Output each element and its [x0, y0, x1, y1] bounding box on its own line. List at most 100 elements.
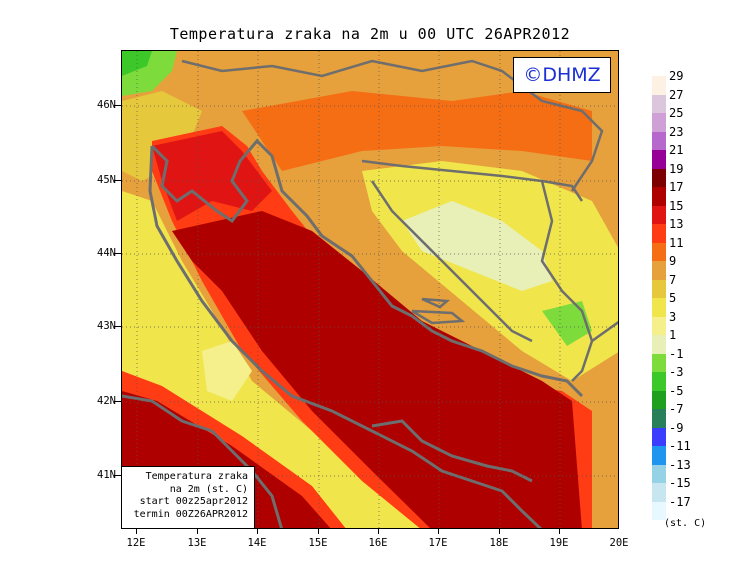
legend-swatch	[652, 205, 666, 224]
croatia-north-border	[361, 159, 584, 202]
legend-value: 25	[669, 106, 684, 120]
legend-value: -9	[669, 420, 684, 435]
legend-swatch	[652, 279, 666, 298]
temperature-map: ©DHMZ Temperatura zraka na 2m (st. C) st…	[121, 50, 619, 529]
legend-value: 29	[669, 69, 684, 83]
color-legend	[652, 76, 666, 520]
lat-tick	[114, 105, 121, 106]
northern-border	[181, 59, 604, 192]
info-box: Temperatura zraka na 2m (st. C) start 00…	[122, 466, 255, 528]
lon-tick	[438, 529, 439, 534]
legend-swatch	[652, 483, 666, 502]
legend-swatch	[652, 427, 666, 446]
lon-label: 13E	[187, 537, 207, 549]
gargano-coastline	[371, 419, 533, 483]
legend-swatch	[652, 298, 666, 317]
lat-tick	[114, 326, 121, 327]
legend-swatch	[652, 335, 666, 354]
cool-zone-apennines	[202, 341, 252, 401]
lon-label: 19E	[549, 537, 569, 549]
legend-swatch	[652, 150, 666, 169]
island-korcula	[411, 309, 466, 325]
map-canvas	[122, 51, 618, 528]
legend-value: 27	[669, 87, 684, 102]
legend-value: 13	[669, 217, 684, 231]
legend-value: 3	[669, 309, 677, 324]
adriatic-coastline-east	[150, 138, 584, 398]
lon-label: 14E	[247, 537, 267, 549]
bosnia-west-border	[370, 180, 533, 343]
cool-zone-bosnia	[402, 201, 552, 291]
legend-value: -3	[669, 365, 684, 379]
legend-value: 9	[669, 254, 677, 268]
legend-value: -15	[669, 476, 691, 490]
legend-value: 1	[669, 328, 677, 342]
lon-tick	[136, 529, 137, 534]
legend-value: 19	[669, 161, 684, 176]
lon-tick	[197, 529, 198, 534]
lon-label: 17E	[428, 537, 448, 549]
legend-swatch	[652, 390, 666, 409]
lon-label: 18E	[489, 537, 509, 549]
info-line: termin 00Z26APR2012	[133, 508, 248, 520]
lat-tick	[114, 401, 121, 402]
legend-value: -1	[669, 346, 684, 361]
legend-value: -13	[669, 457, 691, 472]
legend-value: 23	[669, 124, 684, 139]
legend-unit: (st. C)	[664, 518, 707, 529]
legend-swatch	[652, 187, 666, 206]
lon-label: 12E	[126, 537, 146, 549]
info-line: na 2m (st. C)	[169, 483, 248, 495]
tyrrhenian-coastline	[122, 394, 283, 528]
lat-label: 43N	[97, 320, 116, 332]
adriatic-coastline-west	[148, 145, 543, 528]
lat-label: 44N	[97, 247, 116, 259]
lat-tick	[114, 253, 121, 254]
legend-value: 11	[669, 235, 684, 250]
legend-value: -5	[669, 383, 684, 398]
lat-label: 42N	[97, 395, 116, 407]
lat-label: 46N	[97, 99, 116, 111]
lon-label: 20E	[609, 537, 629, 549]
map-title: Temperatura zraka na 2m u 00 UTC 26APR20…	[169, 25, 571, 43]
sea-central-adriatic	[172, 211, 582, 528]
legend-swatch	[652, 113, 666, 132]
lon-tick	[499, 529, 500, 534]
legend-swatch	[652, 242, 666, 261]
legend-value: -7	[669, 402, 684, 416]
info-line: Temperatura zraka	[145, 471, 248, 482]
orange-zone-north	[242, 91, 592, 171]
legend-value: 7	[669, 272, 677, 287]
lon-label: 15E	[308, 537, 328, 549]
info-line: start 00z25apr2012	[139, 496, 248, 507]
legend-value: -17	[669, 494, 691, 509]
legend-value: -11	[669, 439, 691, 453]
lon-tick	[318, 529, 319, 534]
cool-zone-montenegro	[542, 301, 592, 346]
lat-label: 41N	[97, 469, 116, 481]
legend-swatch	[652, 353, 666, 372]
tyrrhenian-coast-band	[122, 371, 346, 528]
legend-swatch	[652, 409, 666, 428]
dhmz-copyright: ©DHMZ	[513, 57, 611, 93]
lat-label: 45N	[97, 174, 116, 186]
legend-value: 5	[669, 291, 677, 305]
lon-tick	[378, 529, 379, 534]
bosnia-east-border	[540, 180, 594, 382]
legend-swatch	[652, 261, 666, 280]
legend-swatch	[652, 501, 666, 520]
island-hvar	[421, 297, 451, 309]
legend-swatch	[652, 168, 666, 187]
lat-tick	[114, 180, 121, 181]
legend-swatch	[652, 76, 666, 95]
lon-tick	[559, 529, 560, 534]
serbia-border	[591, 320, 618, 343]
legend-swatch	[652, 464, 666, 483]
legend-swatch	[652, 94, 666, 113]
legend-swatch	[652, 446, 666, 465]
legend-swatch	[652, 131, 666, 150]
legend-value: 15	[669, 198, 684, 213]
lat-tick	[114, 475, 121, 476]
legend-swatch	[652, 224, 666, 243]
legend-swatch	[652, 316, 666, 335]
